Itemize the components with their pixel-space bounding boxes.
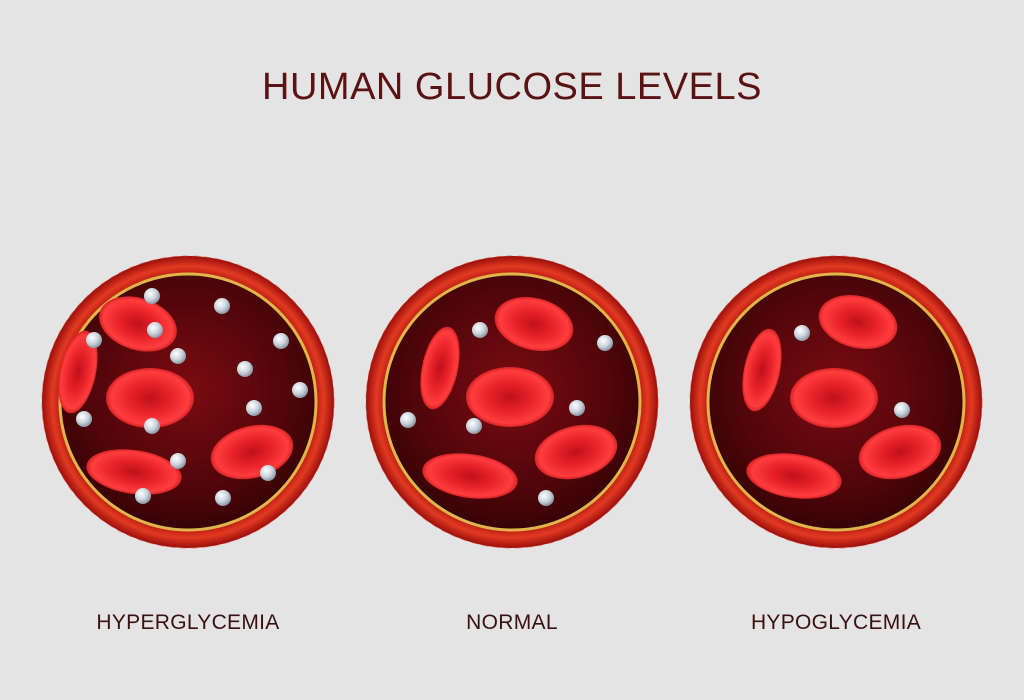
glucose-molecule (400, 412, 416, 428)
red-blood-cell (818, 294, 898, 350)
glucose-molecule (260, 465, 276, 481)
glucose-molecules (794, 325, 910, 418)
red-blood-cell (210, 424, 294, 480)
panel-hyperglycemia: HYPERGLYCEMIA (38, 0, 338, 700)
red-blood-cell (494, 296, 574, 352)
red-blood-cell (742, 328, 782, 412)
blood-vessel-hypoglycemia (689, 255, 983, 549)
red-blood-cell (420, 326, 460, 410)
glucose-molecule (273, 333, 289, 349)
glucose-molecule (794, 325, 810, 341)
blood-vessel-hyperglycemia (41, 255, 335, 549)
panel-label-hyperglycemia: HYPERGLYCEMIA (96, 611, 280, 634)
glucose-molecules (400, 322, 613, 506)
glucose-molecule (246, 400, 262, 416)
glucose-molecule (86, 332, 102, 348)
glucose-molecule (597, 335, 613, 351)
glucose-molecule (170, 348, 186, 364)
red-blood-cell (466, 367, 554, 427)
panel-label-hypoglycemia: HYPOGLYCEMIA (750, 611, 922, 634)
red-blood-cell (86, 449, 182, 495)
glucose-molecules (76, 288, 308, 506)
glucose-molecule (292, 382, 308, 398)
glucose-molecule (147, 322, 163, 338)
red-blood-cell (534, 424, 618, 480)
glucose-molecule (538, 490, 554, 506)
red-blood-cell (746, 453, 842, 499)
glucose-molecule (170, 453, 186, 469)
red-blood-cells (420, 296, 618, 499)
red-blood-cell (858, 424, 942, 480)
panel-normal: NORMAL (362, 0, 662, 700)
red-blood-cell (106, 368, 194, 428)
glucose-molecule (472, 322, 488, 338)
glucose-molecule (237, 361, 253, 377)
panel-label-normal: NORMAL (466, 611, 558, 634)
red-blood-cell (58, 330, 98, 414)
red-blood-cell (422, 453, 518, 499)
glucose-molecule (135, 488, 151, 504)
glucose-molecule (466, 418, 482, 434)
glucose-molecule (144, 288, 160, 304)
glucose-molecule (569, 400, 585, 416)
glucose-molecule (215, 490, 231, 506)
red-blood-cell (99, 296, 177, 352)
page-title: HUMAN GLUCOSE LEVELS (262, 66, 762, 108)
glucose-molecule (144, 418, 160, 434)
red-blood-cell (790, 368, 878, 428)
glucose-molecule (214, 298, 230, 314)
red-blood-cells (742, 294, 942, 499)
glucose-molecule (76, 411, 92, 427)
panel-hypoglycemia: HYPOGLYCEMIA (686, 0, 986, 700)
glucose-molecule (894, 402, 910, 418)
red-blood-cells (58, 296, 294, 495)
blood-vessel-normal (365, 255, 659, 549)
